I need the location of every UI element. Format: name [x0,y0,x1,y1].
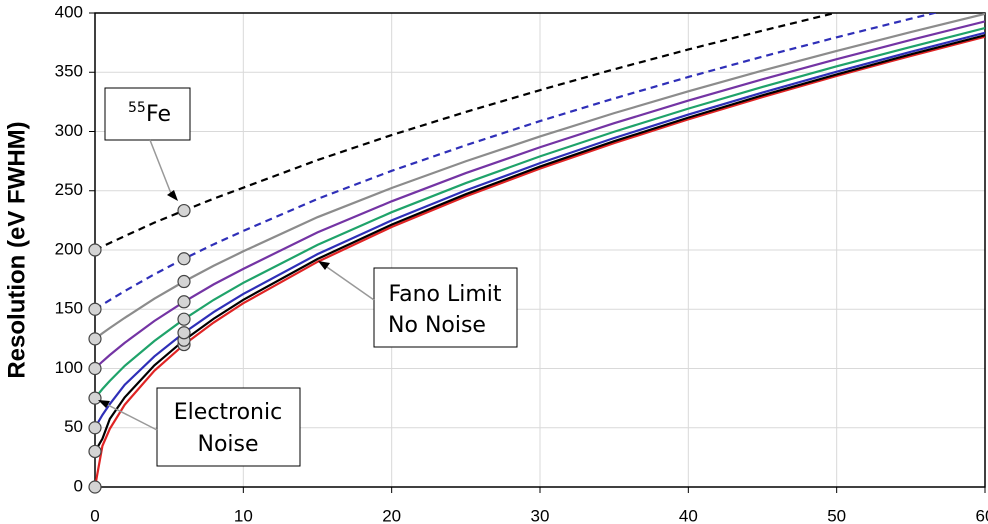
series-line [95,26,985,399]
annotation-arrow [323,264,375,301]
point-marker [88,243,102,257]
annotation-text: Fano Limit [388,282,501,307]
annotations: 55 Fe Fano Limit No Noise Electronic Noi… [98,87,518,467]
x-tick-label: 40 [679,506,698,524]
x-tick-label: 50 [827,506,846,524]
point-marker [177,312,191,326]
annotation-text: Electronic [174,400,282,425]
y-tick-label: 50 [64,417,83,436]
series-group [95,13,985,487]
point-marker [88,391,102,405]
annotation-arrow [149,139,173,197]
point-marker [177,326,191,340]
y-tick-label: 0 [74,476,83,495]
y-tick-label: 150 [55,299,83,318]
point-marker [88,421,102,435]
series-line [95,31,985,429]
y-axis-label: Resolution (eV FWHM) [3,121,30,378]
annotation-text: Noise [197,432,258,457]
annotation-box [104,87,191,141]
series-line [95,13,840,251]
point-marker [177,295,191,309]
series-line [95,13,985,340]
y-tick-label: 100 [55,358,83,377]
series-line [95,20,985,370]
point-marker [177,203,191,218]
point-marker [88,332,102,346]
x-tick-label: 0 [90,506,99,524]
series-line [95,13,939,311]
y-tick-label: 350 [55,62,83,81]
arrow-head [318,261,330,270]
point-marker [88,444,102,459]
arrow-head [98,400,110,408]
annotation-box [373,267,518,348]
annotation-box [156,387,301,467]
y-tick-label: 400 [55,2,83,21]
annotation-arrow [103,402,158,431]
y-tick-label: 250 [55,180,83,199]
series-line [95,35,985,487]
point-marker [88,361,102,376]
point-marker [177,274,191,289]
arrow-head [167,190,178,201]
point-marker [177,252,191,266]
x-tick-label: 30 [531,506,550,524]
annotation-superscript: 55 [128,100,146,116]
annotation-text: No Noise [388,313,486,338]
point-marker [88,480,102,494]
y-tick-label: 200 [55,239,83,258]
series-line [95,34,985,453]
y-tick-label: 300 [55,121,83,140]
annotation-text: Fe [146,102,171,127]
point-marker [88,302,102,316]
x-tick-label: 20 [382,506,401,524]
x-tick-label: 60 [976,506,988,524]
x-tick-label: 10 [234,506,253,524]
